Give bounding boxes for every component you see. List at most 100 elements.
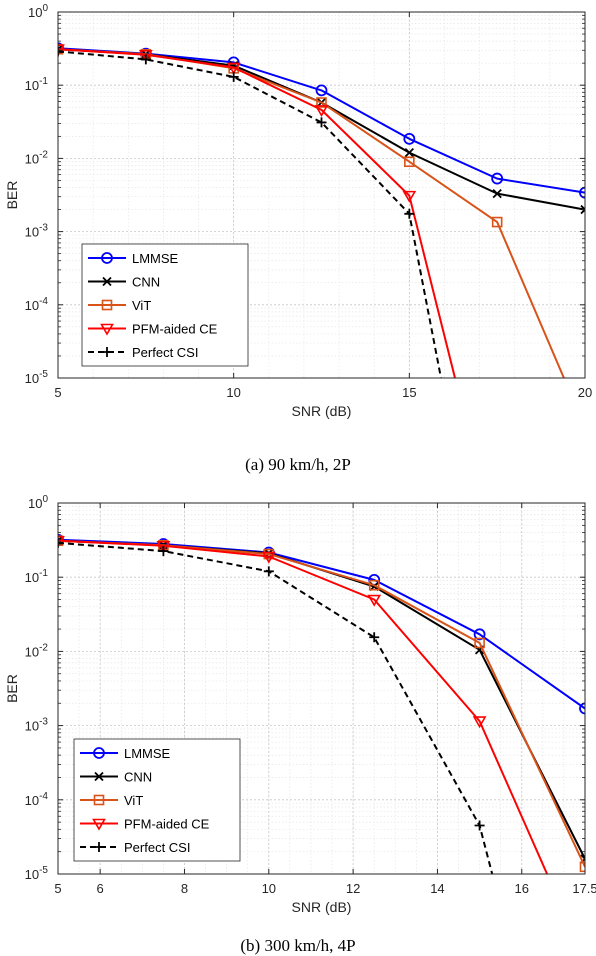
chart0-ytick-label: 10-2 xyxy=(25,149,49,166)
chart0-series-lmmse-marker-5 xyxy=(491,172,504,185)
chart0-series-lmmse-marker-3 xyxy=(315,84,328,97)
chart0-legend-entry-pfm-aided-ce-label: PFM-aided CE xyxy=(132,322,218,337)
chart1-series-pfm-aided-ce-marker-3 xyxy=(367,594,382,607)
chart0-legend-entry-cnn-label: CNN xyxy=(132,275,160,290)
chart1-series-pfm-aided-ce-line xyxy=(58,539,549,874)
chart0-series-lmmse-marker-6 xyxy=(579,186,585,199)
chart1-xtick-label: 8 xyxy=(181,881,188,896)
chart1-legend-entry-perfect-csi-label: Perfect CSI xyxy=(124,840,190,855)
chart0-series-vit-marker-3 xyxy=(316,97,327,108)
chart1-series-perfect-csi xyxy=(58,537,494,874)
chart1-series-perfect-csi-line xyxy=(58,541,494,874)
chart0-series-pfm-aided-ce-marker-4 xyxy=(402,190,417,203)
chart0-series-cnn-marker-5 xyxy=(492,189,502,199)
chart1-xtick-label: 10 xyxy=(262,881,276,896)
chart0-legend-entry-vit-label: ViT xyxy=(132,298,151,313)
chart0-ytick-label: 10-4 xyxy=(25,296,49,313)
chart1-legend-entry-perfect-csi-marker-legend xyxy=(94,842,104,852)
chart0-series-pfm-aided-ce-marker-3 xyxy=(314,105,329,117)
chart1-legend-entry-lmmse: LMMSE xyxy=(80,746,171,761)
chart1-xtick-label: 6 xyxy=(97,881,104,896)
chart0-series-pfm-aided-ce-marker-2 xyxy=(226,62,241,75)
chart1-axes-box xyxy=(57,502,586,875)
chart1-ytick-label: 10-2 xyxy=(25,642,49,659)
chart1-legend-entry-vit: ViT xyxy=(80,793,143,808)
chart0-ytick-label: 10-3 xyxy=(25,223,49,240)
chart0-series-perfect-csi-marker-4 xyxy=(404,208,415,219)
chart1-group: 10-5 10-4 10-3 10-2 10-1 100 5 6 8 10 12 14 16 17.5 SN… xyxy=(4,494,596,955)
chart1-xtick-label: 14 xyxy=(430,881,444,896)
chart1-legend-entry-lmmse-label: LMMSE xyxy=(124,746,171,761)
chart0-ytick-label: 100 xyxy=(28,3,48,20)
chart1-legend-entry-pfm-aided-ce-label: PFM-aided CE xyxy=(124,817,210,832)
chart0-legend-entry-cnn-marker-legend xyxy=(102,276,112,287)
chart0-xtick-label: 15 xyxy=(402,385,416,400)
chart0-xtick-label: 10 xyxy=(226,385,240,400)
chart1-legend: LMMSE CNN ViT PFM-aided CE Perfect CSI xyxy=(73,738,241,862)
chart1-series-pfm-aided-ce-marker-2 xyxy=(261,551,276,564)
chart0-xtick-label: 20 xyxy=(578,385,592,400)
chart1-series-perfect-csi-marker-2 xyxy=(263,566,274,577)
chart0-legend-entry-pfm-aided-ce: PFM-aided CE xyxy=(88,322,218,337)
chart0-axes-box xyxy=(57,11,586,379)
chart0-series-perfect-csi-line xyxy=(58,50,442,378)
chart1-legend-entry-pfm-aided-ce: PFM-aided CE xyxy=(80,817,210,832)
chart0-ylabel: BER xyxy=(4,181,20,210)
chart1-legend-entry-cnn-label: CNN xyxy=(124,770,152,785)
chart1-legend-entry-pfm-aided-ce-marker-legend xyxy=(92,818,106,831)
chart0-legend-entry-pfm-aided-ce-marker-legend xyxy=(100,323,114,336)
chart0-ytick-label: 10-1 xyxy=(25,76,49,93)
chart1-series-lmmse-line xyxy=(58,538,585,710)
chart0-ytick-label: 10-5 xyxy=(25,369,49,386)
chart1-series-vit-marker-5 xyxy=(579,861,585,873)
chart0-series-cnn-marker-6 xyxy=(580,204,585,215)
chart0-series-perfect-csi-marker-3 xyxy=(316,117,327,128)
chart1-caption: (b) 300 km/h, 4P xyxy=(240,936,355,955)
chart0-series-vit-marker-5 xyxy=(491,216,503,228)
chart1-series-vit-marker-4 xyxy=(474,637,485,649)
chart1-xtick-label: 12 xyxy=(346,881,360,896)
chart0-group: 10-5 10-4 10-3 10-2 10-1 100 5 10 15 20 SNR (dB) BE… xyxy=(4,3,592,474)
chart1-ytick-label: 10-4 xyxy=(25,791,49,808)
chart1-xtick-label: 5 xyxy=(54,881,61,896)
chart1-series-lmmse-marker-4 xyxy=(473,628,486,641)
chart0-series-cnn-marker-4 xyxy=(404,147,414,158)
chart1-xtick-label: 17.5 xyxy=(572,881,596,896)
chart1-xtick-label: 16 xyxy=(515,881,529,896)
chart1-legend-entry-vit-label: ViT xyxy=(124,793,143,808)
chart0-series-pfm-aided-ce-line xyxy=(58,48,456,378)
chart0-legend: LMMSE CNN ViT PFM-aided CE Perfect CSI xyxy=(81,243,249,367)
chart1-ytick-label: 10-5 xyxy=(25,865,49,882)
chart0-legend-entry-perfect-csi-label: Perfect CSI xyxy=(132,345,198,360)
chart0-legend-entry-perfect-csi: Perfect CSI xyxy=(88,345,198,360)
chart1-legend-entry-cnn-marker-legend xyxy=(94,771,104,782)
chart0-caption: (a) 90 km/h, 2P xyxy=(245,455,351,474)
chart0-series-perfect-csi-marker-1 xyxy=(140,54,151,65)
chart0-legend-entry-lmmse-marker-legend xyxy=(101,252,113,264)
chart0-xtick-label: 5 xyxy=(54,385,61,400)
chart1-xlabel: SNR (dB) xyxy=(292,899,352,915)
chart1-series-vit-marker-3 xyxy=(368,579,380,591)
chart0-series-perfect-csi-marker-0 xyxy=(58,46,63,57)
chart1-legend-entry-lmmse-marker-legend xyxy=(93,747,105,759)
chart1-ytick-label: 10-1 xyxy=(25,568,49,585)
chart1-series-pfm-aided-ce-marker-1 xyxy=(156,540,171,553)
chart0-series-perfect-csi xyxy=(58,46,442,378)
chart1-series-pfm-aided-ce-marker-4 xyxy=(472,716,487,729)
chart1-legend-entry-cnn: CNN xyxy=(80,770,152,785)
chart1-legend-entry-perfect-csi: Perfect CSI xyxy=(80,840,190,855)
chart1-series-lmmse-marker-5 xyxy=(579,702,585,715)
chart1-ytick-label: 100 xyxy=(28,494,48,511)
chart1-series-perfect-csi-marker-4 xyxy=(474,820,485,831)
chart0-series-pfm-aided-ce-marker-1 xyxy=(138,50,153,62)
chart0-xlabel: SNR (dB) xyxy=(292,403,352,419)
chart0-series-perfect-csi-marker-2 xyxy=(228,71,239,82)
chart0-legend-entry-cnn: CNN xyxy=(88,275,160,290)
chart1-series-perfect-csi-marker-1 xyxy=(158,546,169,557)
chart0-legend-entry-lmmse: LMMSE xyxy=(88,251,179,266)
chart0-legend-entry-lmmse-label: LMMSE xyxy=(132,251,179,266)
chart0-legend-entry-perfect-csi-marker-legend xyxy=(102,347,112,357)
chart0-series-vit-marker-4 xyxy=(404,156,415,168)
chart0-legend-entry-vit-marker-legend xyxy=(101,299,113,311)
